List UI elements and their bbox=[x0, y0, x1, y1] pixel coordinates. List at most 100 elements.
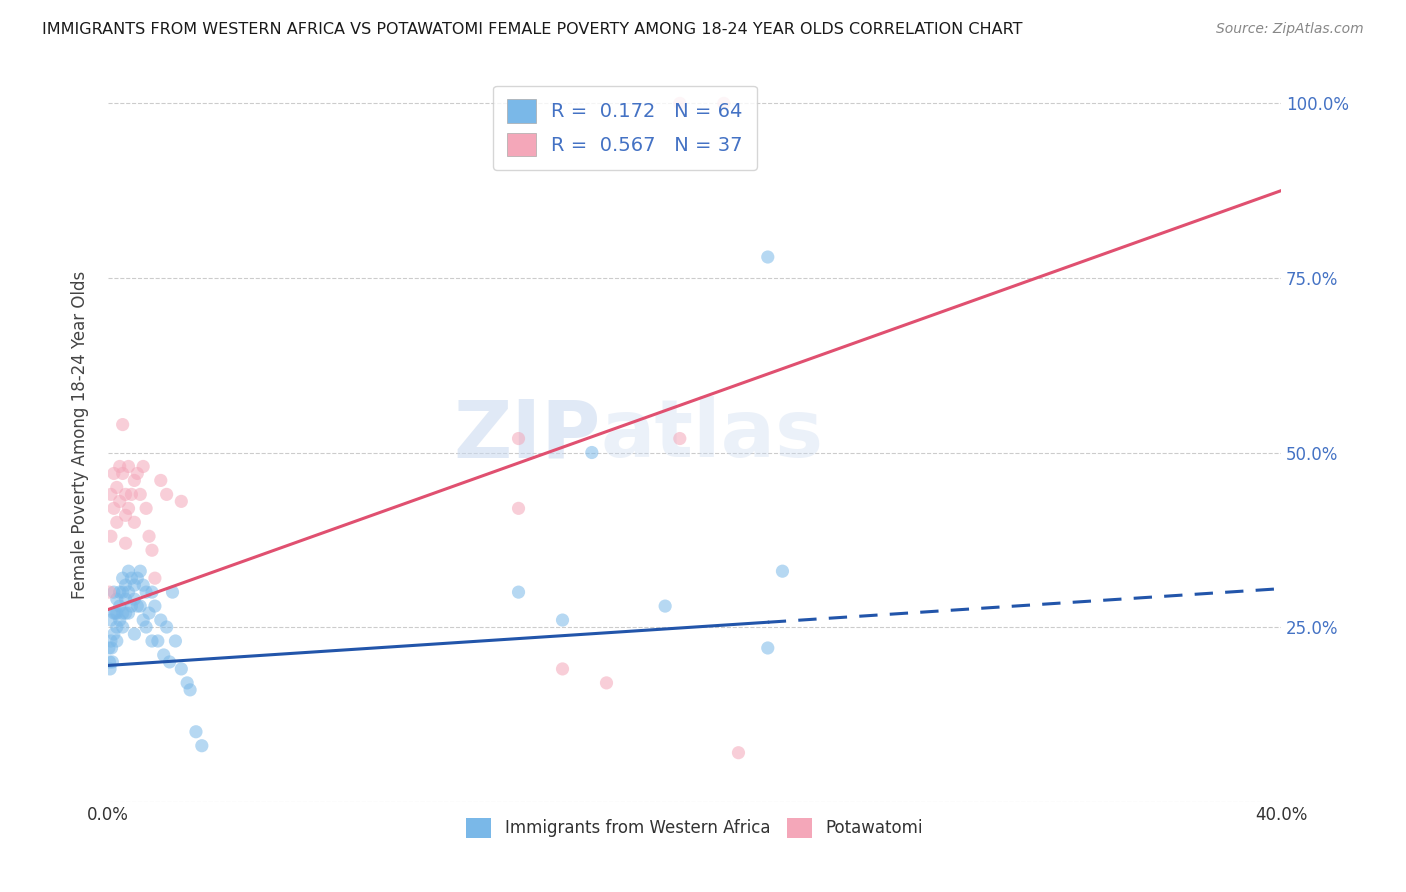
Point bbox=[114, 592, 136, 607]
Point bbox=[103, 501, 125, 516]
Point bbox=[551, 613, 574, 627]
Point bbox=[141, 634, 163, 648]
Point bbox=[129, 599, 152, 613]
Point bbox=[143, 571, 166, 585]
Point bbox=[98, 655, 121, 669]
Text: IMMIGRANTS FROM WESTERN AFRICA VS POTAWATOMI FEMALE POVERTY AMONG 18-24 YEAR OLD: IMMIGRANTS FROM WESTERN AFRICA VS POTAWA… bbox=[42, 22, 1022, 37]
Point bbox=[114, 578, 136, 592]
Point bbox=[100, 529, 122, 543]
Point bbox=[127, 599, 149, 613]
Point bbox=[124, 516, 146, 530]
Point bbox=[100, 487, 122, 501]
Point bbox=[156, 620, 179, 634]
Point bbox=[120, 487, 142, 501]
Point bbox=[103, 627, 125, 641]
Point bbox=[120, 571, 142, 585]
Point bbox=[124, 592, 146, 607]
Point bbox=[756, 250, 779, 264]
Point bbox=[508, 432, 530, 446]
Point bbox=[159, 655, 181, 669]
Point bbox=[124, 627, 146, 641]
Point bbox=[105, 620, 128, 634]
Point bbox=[108, 494, 131, 508]
Point bbox=[117, 606, 139, 620]
Point bbox=[149, 613, 172, 627]
Point bbox=[117, 564, 139, 578]
Point bbox=[595, 676, 617, 690]
Point bbox=[127, 467, 149, 481]
Point bbox=[111, 620, 134, 634]
Text: Source: ZipAtlas.com: Source: ZipAtlas.com bbox=[1216, 22, 1364, 37]
Point bbox=[141, 585, 163, 599]
Point bbox=[108, 599, 131, 613]
Point bbox=[98, 662, 121, 676]
Point bbox=[105, 634, 128, 648]
Point bbox=[184, 724, 207, 739]
Point bbox=[179, 682, 201, 697]
Point bbox=[108, 585, 131, 599]
Point bbox=[124, 474, 146, 488]
Point bbox=[100, 640, 122, 655]
Point bbox=[97, 640, 120, 655]
Point bbox=[508, 501, 530, 516]
Point bbox=[111, 417, 134, 432]
Point bbox=[551, 662, 574, 676]
Point bbox=[117, 459, 139, 474]
Text: ZIP: ZIP bbox=[453, 396, 600, 474]
Point bbox=[772, 564, 794, 578]
Point bbox=[129, 564, 152, 578]
Point bbox=[105, 606, 128, 620]
Point bbox=[111, 606, 134, 620]
Point bbox=[100, 634, 122, 648]
Point bbox=[103, 467, 125, 481]
Point bbox=[135, 585, 157, 599]
Y-axis label: Female Poverty Among 18-24 Year Olds: Female Poverty Among 18-24 Year Olds bbox=[72, 271, 89, 599]
Point bbox=[114, 606, 136, 620]
Point bbox=[105, 516, 128, 530]
Point bbox=[127, 571, 149, 585]
Point bbox=[111, 467, 134, 481]
Point bbox=[727, 746, 749, 760]
Point bbox=[170, 494, 193, 508]
Point bbox=[135, 501, 157, 516]
Point bbox=[108, 613, 131, 627]
Point bbox=[114, 508, 136, 523]
Point bbox=[138, 529, 160, 543]
Point bbox=[104, 606, 127, 620]
Point bbox=[756, 640, 779, 655]
Point bbox=[669, 96, 692, 111]
Point bbox=[111, 585, 134, 599]
Point bbox=[117, 501, 139, 516]
Point bbox=[132, 578, 155, 592]
Point bbox=[176, 676, 198, 690]
Point bbox=[129, 487, 152, 501]
Point bbox=[191, 739, 214, 753]
Point bbox=[114, 487, 136, 501]
Point bbox=[165, 634, 187, 648]
Point bbox=[146, 634, 169, 648]
Point bbox=[149, 474, 172, 488]
Point bbox=[100, 613, 122, 627]
Point bbox=[713, 96, 735, 111]
Point bbox=[124, 578, 146, 592]
Point bbox=[132, 459, 155, 474]
Point bbox=[105, 592, 128, 607]
Point bbox=[143, 599, 166, 613]
Point bbox=[170, 662, 193, 676]
Point bbox=[141, 543, 163, 558]
Point bbox=[108, 459, 131, 474]
Point bbox=[111, 571, 134, 585]
Point bbox=[103, 585, 125, 599]
Point bbox=[152, 648, 174, 662]
Legend: Immigrants from Western Africa, Potawatomi: Immigrants from Western Africa, Potawato… bbox=[460, 811, 929, 845]
Point bbox=[114, 536, 136, 550]
Point bbox=[120, 599, 142, 613]
Point bbox=[103, 606, 125, 620]
Point bbox=[162, 585, 184, 599]
Point bbox=[508, 585, 530, 599]
Point bbox=[98, 585, 121, 599]
Point bbox=[138, 606, 160, 620]
Point bbox=[581, 445, 603, 459]
Point bbox=[101, 655, 124, 669]
Point bbox=[156, 487, 179, 501]
